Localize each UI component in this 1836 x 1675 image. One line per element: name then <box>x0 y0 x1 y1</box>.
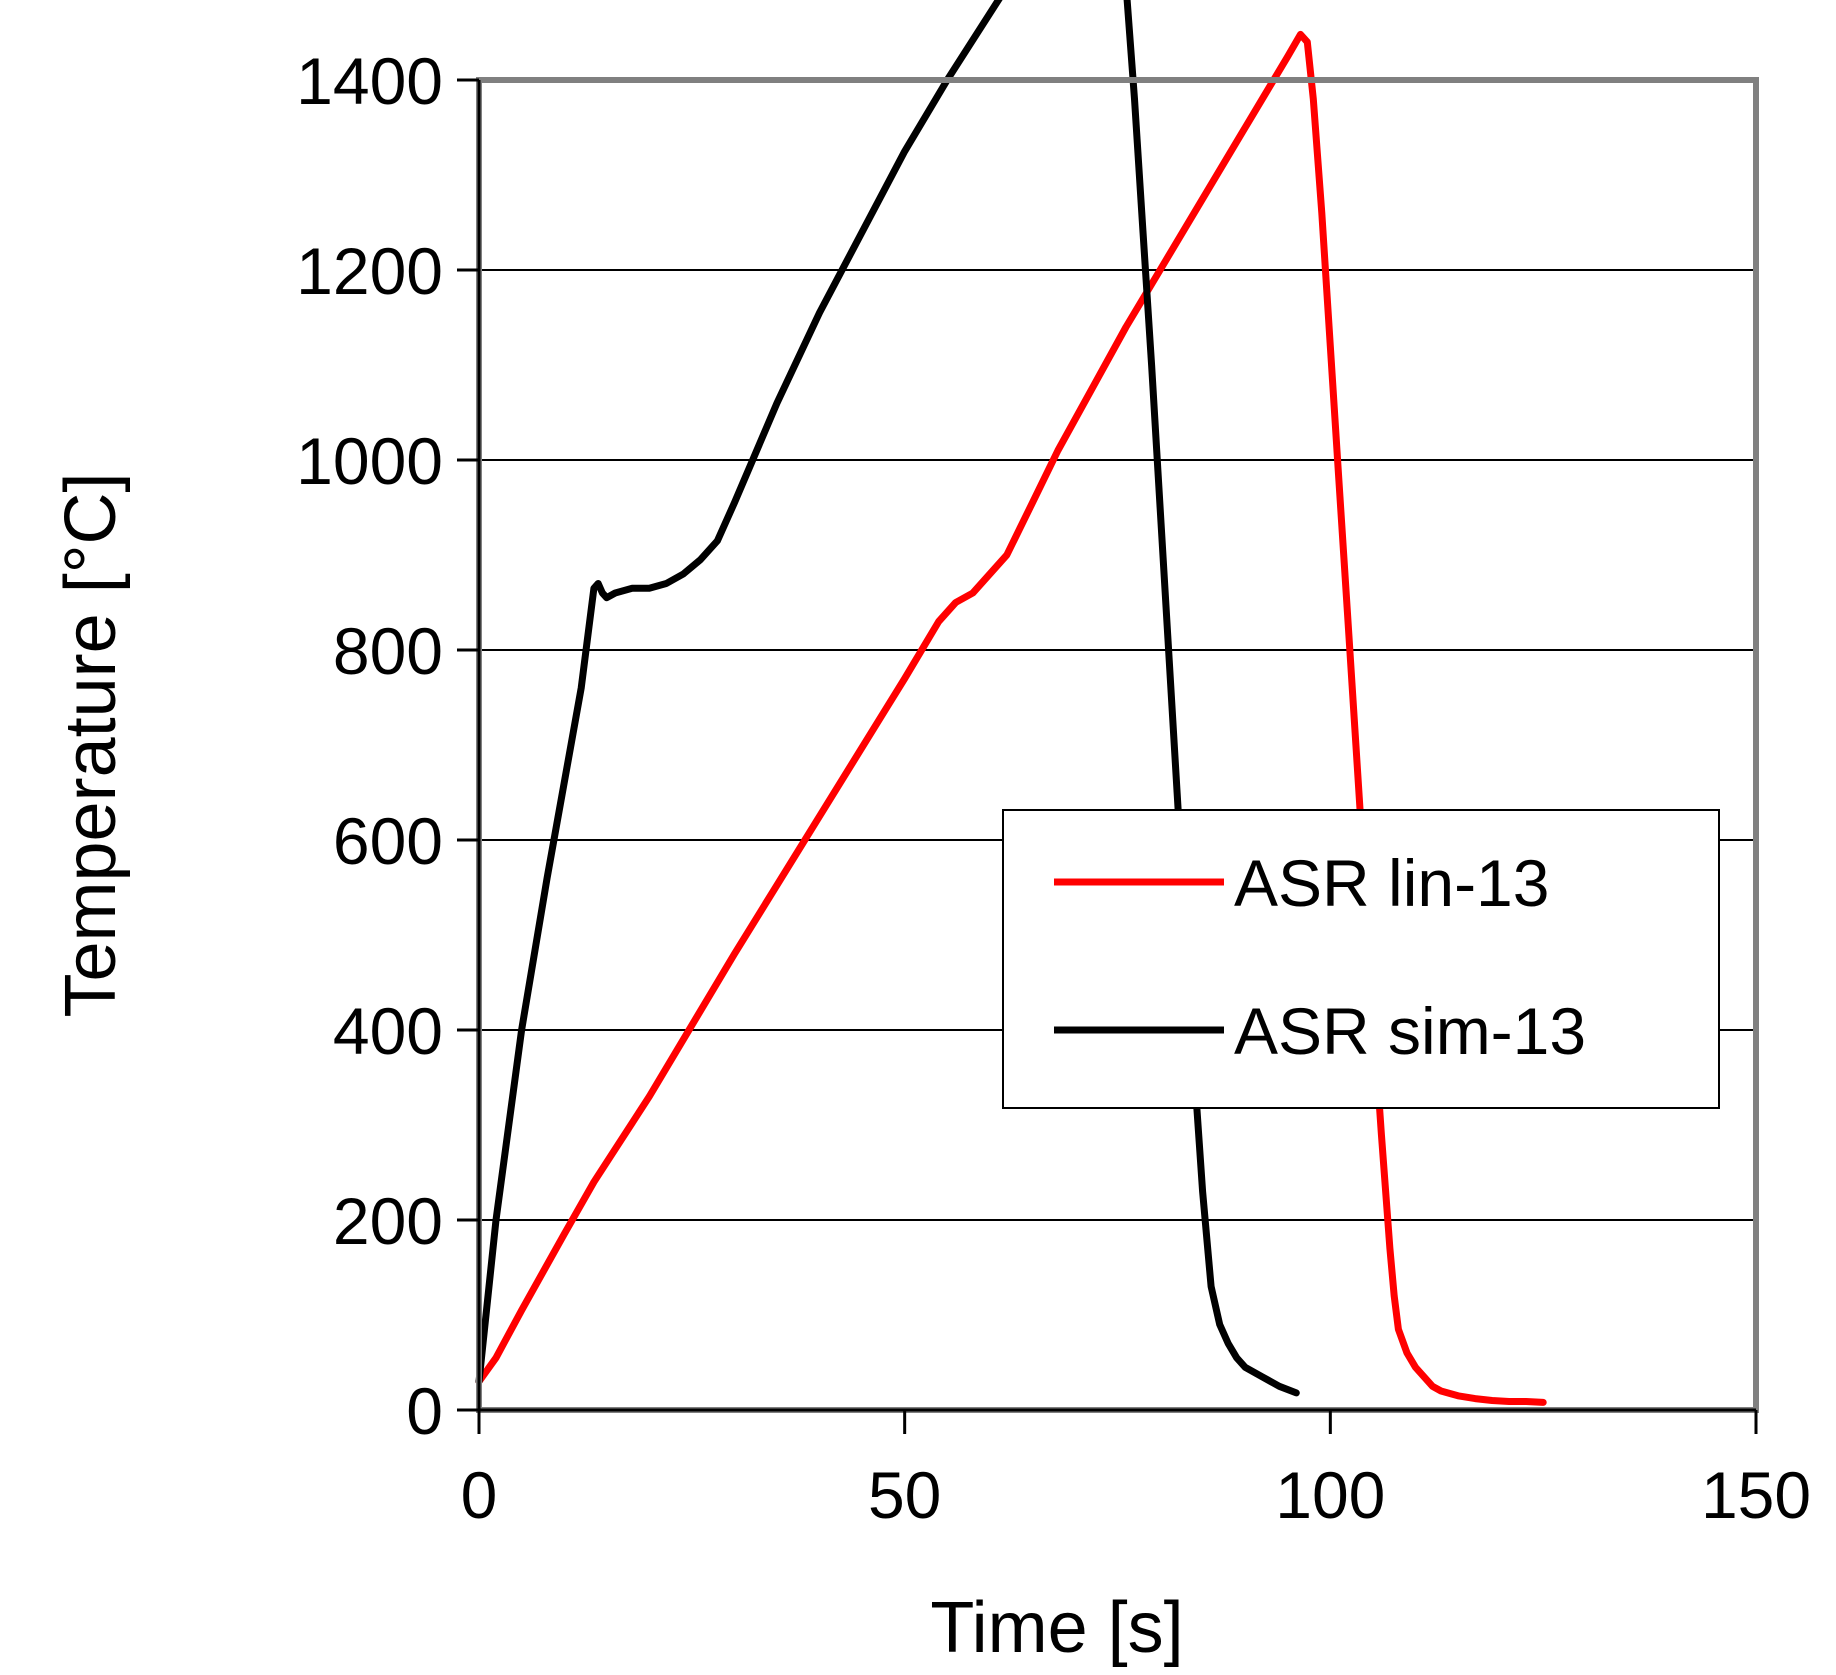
x-tick-label-100: 100 <box>1275 1458 1385 1532</box>
axes <box>477 80 1756 1412</box>
y-tick-label-1200: 1200 <box>296 234 443 308</box>
plot-frame <box>476 77 1759 1413</box>
ticks: 0 200 400 600 800 1000 1200 1400 0 50 100 150 <box>296 44 1811 1532</box>
y-tick-label-1400: 1400 <box>296 44 443 118</box>
y-tick-label-1000: 1000 <box>296 424 443 498</box>
y-tick-label-200: 200 <box>333 1184 443 1258</box>
series-line-sim <box>475 0 1300 1397</box>
y-tick-label-400: 400 <box>333 994 443 1068</box>
x-tick-label-50: 50 <box>868 1458 941 1532</box>
legend: ASR lin-13 ASR sim-13 <box>1002 809 1720 1109</box>
series-layer <box>475 0 1547 1406</box>
legend-label-lin: ASR lin-13 <box>1234 846 1549 920</box>
legend-box <box>1002 809 1720 1109</box>
x-tick-label-150: 150 <box>1701 1458 1811 1532</box>
y-tick-label-0: 0 <box>406 1374 443 1448</box>
y-axis-title: Temperature [°C] <box>51 473 131 1018</box>
y-tick-label-800: 800 <box>333 614 443 688</box>
y-tick-label-600: 600 <box>333 804 443 878</box>
series-line-lin <box>475 30 1547 1406</box>
x-axis-title: Time [s] <box>930 1588 1183 1668</box>
x-tick-label-0: 0 <box>461 1458 498 1532</box>
legend-label-sim: ASR sim-13 <box>1234 994 1586 1068</box>
